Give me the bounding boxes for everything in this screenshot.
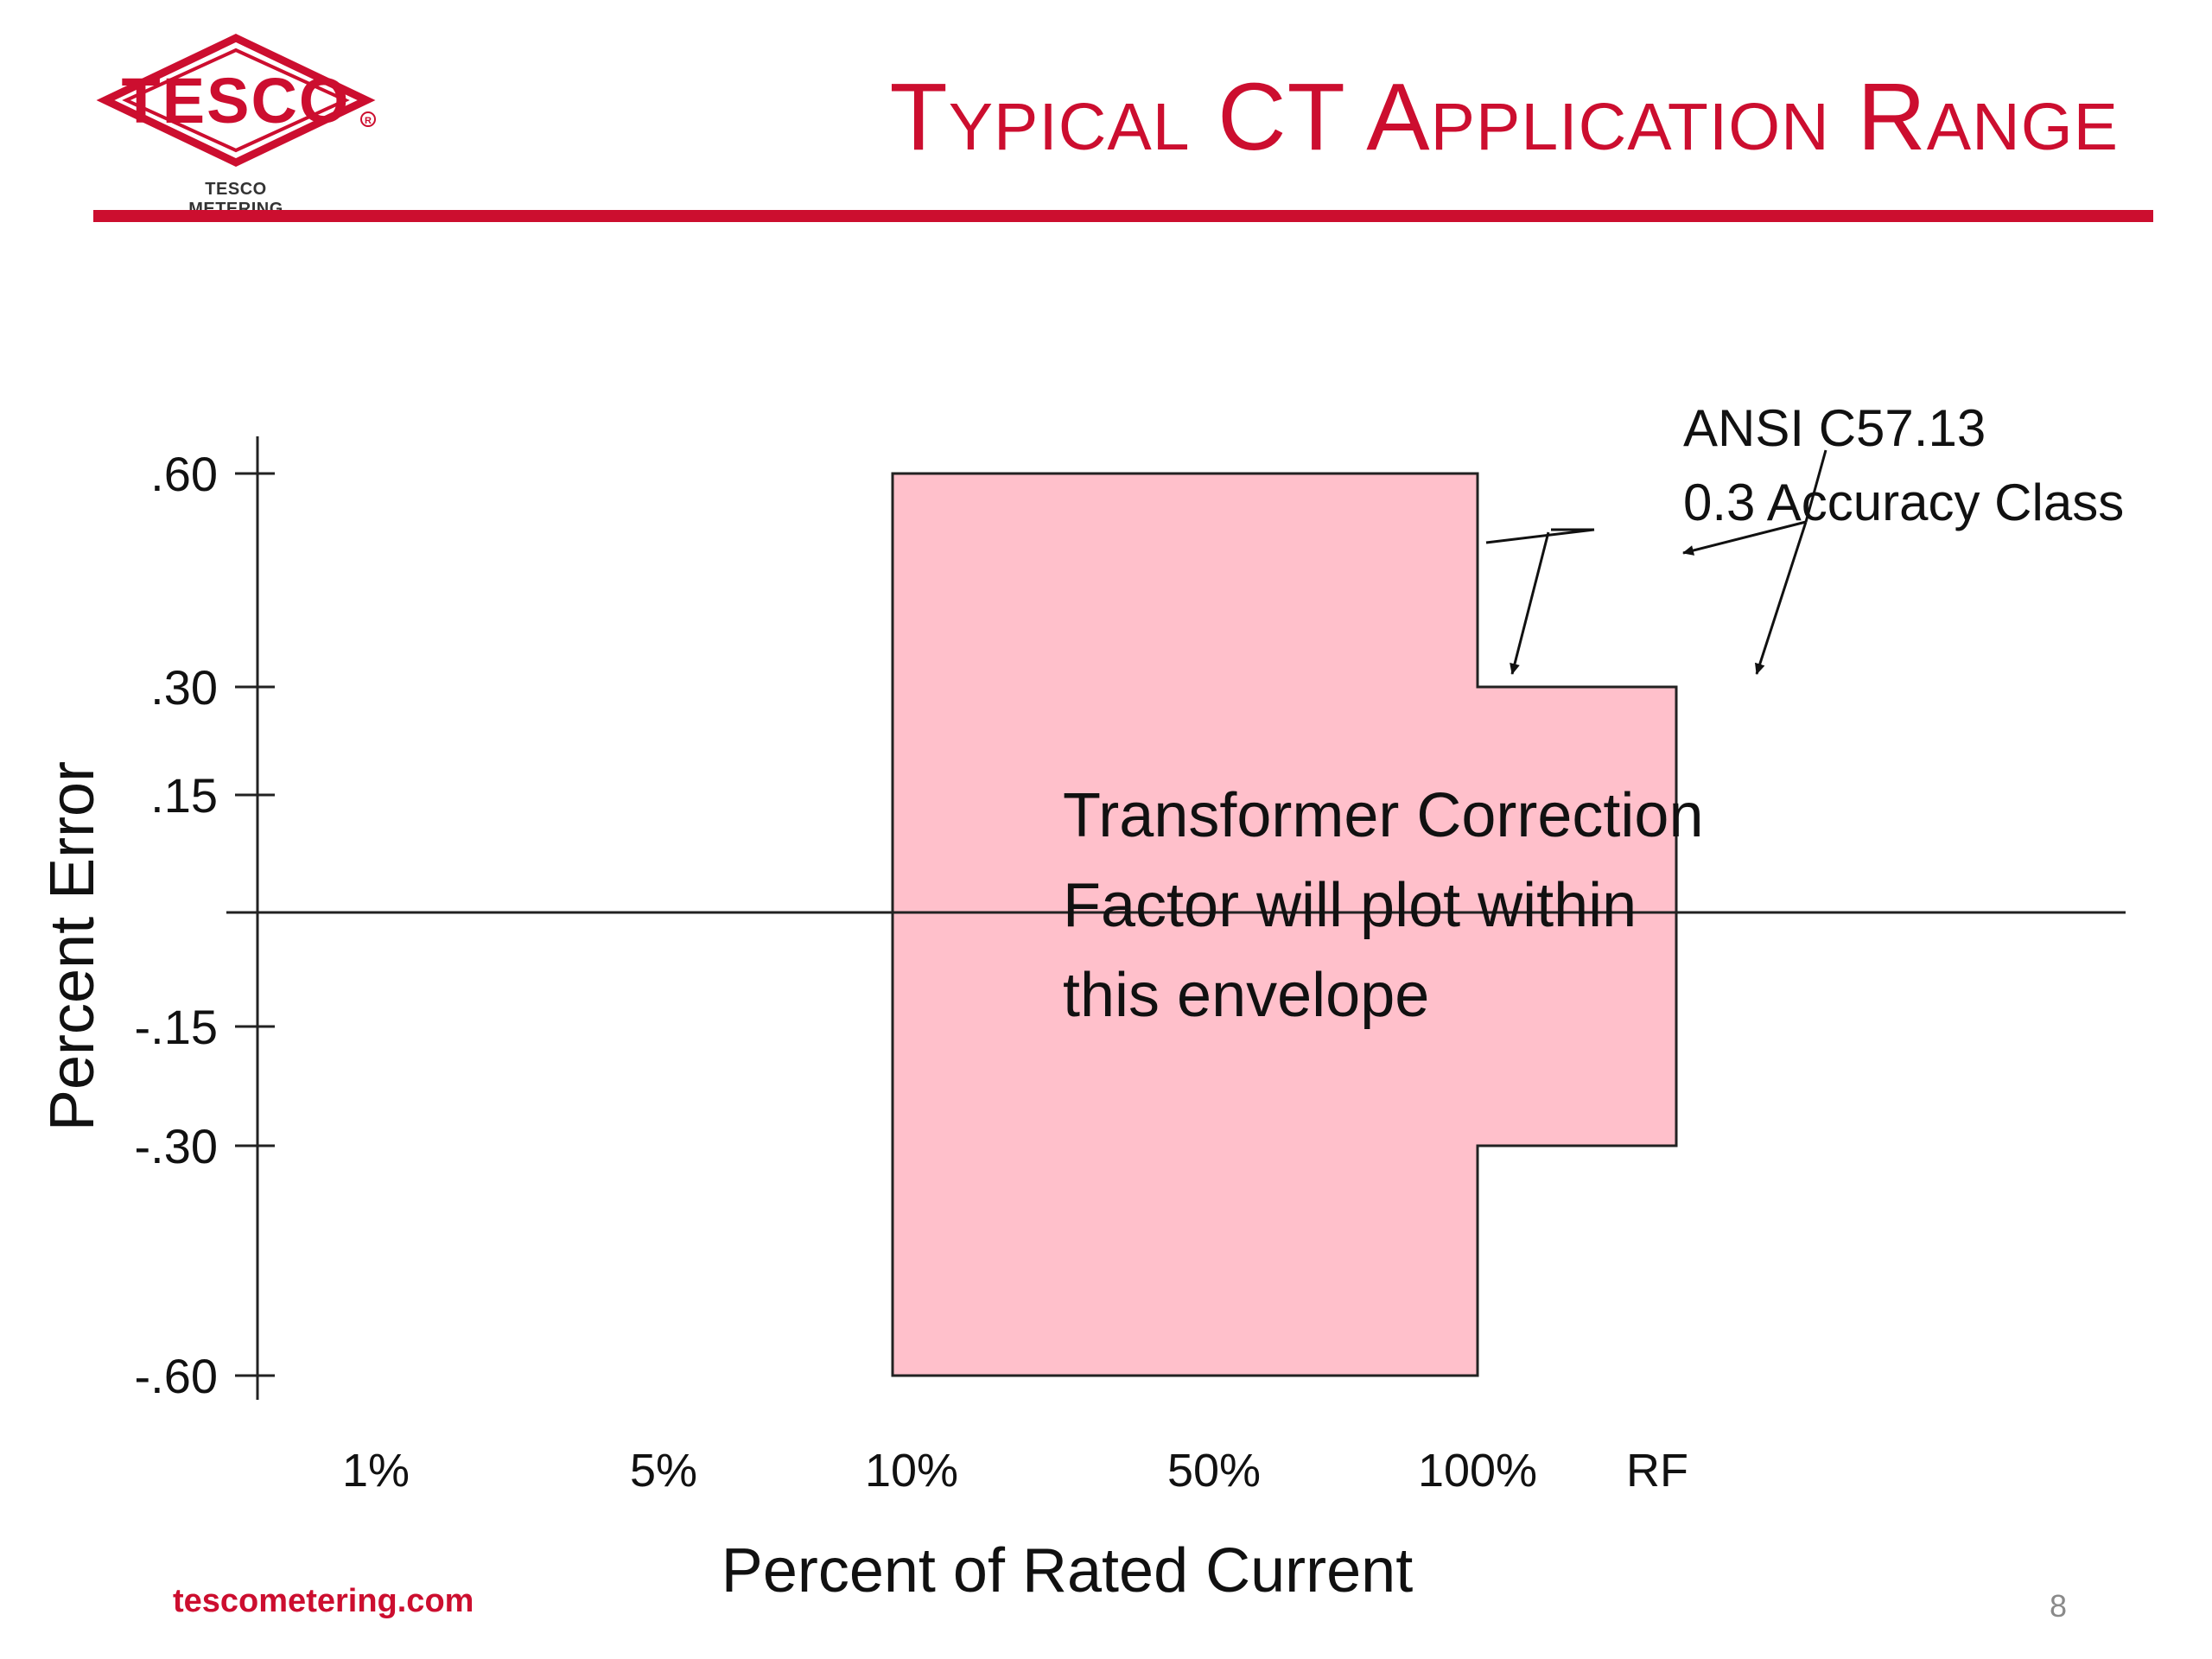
standard-label-line-1: ANSI C57.13 bbox=[1683, 399, 1986, 457]
leader-step-top bbox=[1485, 528, 1595, 544]
logo-text: TESCO bbox=[122, 65, 351, 137]
arrow-to-step bbox=[1510, 531, 1550, 675]
y-tick-label: -.60 bbox=[135, 1349, 219, 1403]
y-tick-label: .30 bbox=[150, 660, 218, 715]
arrow-down bbox=[1754, 521, 1808, 675]
page-number: 8 bbox=[2049, 1588, 2067, 1624]
x-axis-title: Percent of Rated Current bbox=[721, 1536, 1413, 1605]
y-axis-title: Percent Error bbox=[38, 761, 107, 1131]
x-tick-label: 100% bbox=[1418, 1445, 1537, 1497]
x-tick-label: 50% bbox=[1167, 1445, 1261, 1497]
footer-url[interactable]: tescometering.com bbox=[173, 1583, 474, 1619]
arrow-left bbox=[1682, 520, 1807, 556]
title-divider bbox=[93, 210, 2153, 222]
y-ticks: .60 .30 .15 -.15 -.30 -.60 bbox=[135, 447, 275, 1403]
x-tick-label: RF bbox=[1626, 1445, 1688, 1497]
x-tick-labels: 1% 5% 10% 50% 100% RF bbox=[342, 1445, 1688, 1497]
y-tick-label: -.30 bbox=[135, 1119, 219, 1173]
y-tick-label: .15 bbox=[150, 768, 218, 823]
y-tick-label: -.15 bbox=[135, 1000, 219, 1054]
envelope-note-line-3: this envelope bbox=[1063, 961, 1429, 1030]
leader-from-label bbox=[1804, 449, 1827, 523]
envelope-polygon bbox=[891, 472, 1678, 1377]
envelope-note-line-1: Transformer Correction bbox=[1063, 781, 1704, 850]
svg-text:R: R bbox=[365, 116, 372, 126]
standard-label-line-2: 0.3 Accuracy Class bbox=[1683, 474, 2124, 531]
annotation-arrows bbox=[1485, 449, 1827, 675]
slide-title: Typical CT Application Range bbox=[889, 64, 2119, 170]
tesco-logo-diamond-icon: TESCO R bbox=[96, 34, 376, 167]
accuracy-envelope bbox=[891, 472, 1678, 1377]
x-tick-label: 5% bbox=[630, 1445, 697, 1497]
envelope-note-line-2: Factor will plot within bbox=[1063, 871, 1637, 940]
x-tick-label: 1% bbox=[342, 1445, 410, 1497]
x-tick-label: 10% bbox=[865, 1445, 958, 1497]
y-tick-label: .60 bbox=[150, 447, 218, 501]
